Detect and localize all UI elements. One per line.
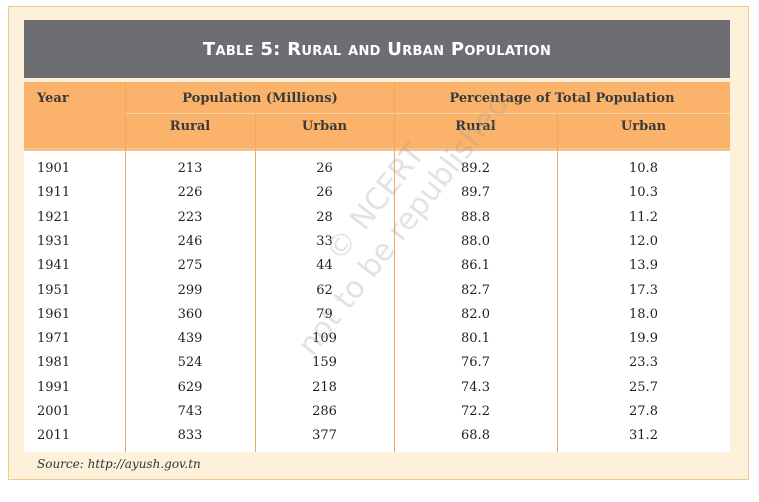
cell-pct-urban: 13.9 (629, 258, 658, 274)
header-divider (125, 113, 730, 114)
cell-pct-urban: 23.3 (629, 355, 658, 371)
column-divider (557, 113, 558, 452)
cell-pct-urban: 19.9 (629, 331, 658, 347)
cell-pop-rural: 439 (177, 331, 203, 347)
cell-year: 2001 (37, 404, 71, 419)
cell-pct-rural: 82.0 (461, 306, 490, 322)
cell-pct-urban: 18.0 (629, 306, 658, 322)
cell-pop-urban: 62 (316, 282, 333, 298)
cell-pop-rural: 743 (177, 404, 203, 419)
cell-year: 1901 (37, 161, 71, 176)
cell-pop-rural: 223 (177, 209, 203, 225)
cell-pop-rural: 299 (177, 282, 203, 298)
header-pop-rural: Rural (169, 119, 211, 134)
cell-pop-rural: 275 (177, 258, 203, 274)
cell-year: 1931 (37, 233, 71, 249)
cell-pop-rural: 360 (177, 306, 203, 322)
cell-pct-rural: 88.0 (461, 233, 490, 249)
cell-pct-rural: 72.2 (461, 404, 490, 419)
cell-pop-urban: 44 (316, 258, 333, 274)
cell-pop-urban: 79 (316, 306, 333, 322)
cell-pop-urban: 377 (312, 428, 337, 444)
cell-pop-rural: 213 (177, 161, 203, 176)
cell-pct-rural: 82.7 (461, 282, 490, 298)
cell-year: 1941 (37, 258, 71, 274)
cell-pct-rural: 89.7 (461, 185, 490, 201)
cell-year: 1971 (37, 331, 71, 347)
population-table: Year Population (Millions) Percentage of… (24, 82, 730, 452)
cell-pop-urban: 33 (316, 233, 333, 249)
cell-pop-urban: 26 (316, 161, 333, 176)
cell-pct-urban: 12.0 (629, 233, 658, 249)
header-pct-rural: Rural (455, 119, 496, 134)
cell-year: 1951 (37, 282, 71, 298)
cell-pop-urban: 109 (312, 331, 337, 347)
cell-pct-rural: 88.8 (461, 209, 490, 225)
column-divider (255, 113, 256, 452)
header-year: Year (37, 91, 69, 106)
cell-pct-urban: 11.2 (629, 209, 658, 225)
cell-pct-urban: 10.3 (629, 185, 658, 201)
cell-pop-rural: 524 (177, 355, 203, 371)
cell-pct-rural: 86.1 (461, 258, 490, 274)
cell-pct-urban: 10.8 (629, 161, 658, 176)
table-header: Year Population (Millions) Percentage of… (24, 82, 730, 148)
cell-year: 1961 (37, 306, 71, 322)
cell-pop-rural: 246 (177, 233, 203, 249)
cell-pop-urban: 28 (316, 209, 333, 225)
header-bottom-rule (24, 148, 730, 151)
cell-pop-rural: 833 (177, 428, 203, 444)
column-divider (394, 82, 395, 452)
cell-pct-urban: 31.2 (629, 428, 658, 444)
header-pop-urban: Urban (301, 119, 348, 134)
cell-year: 1991 (37, 379, 71, 395)
cell-pct-rural: 68.8 (461, 428, 490, 444)
cell-pct-rural: 76.7 (461, 355, 490, 371)
cell-pop-urban: 159 (312, 355, 337, 371)
cell-year: 2011 (37, 428, 71, 444)
cell-year: 1981 (37, 355, 71, 371)
table-source: Source: http://ayush.gov.tn (37, 457, 201, 471)
cell-pct-rural: 74.3 (461, 379, 490, 395)
cell-year: 1911 (37, 185, 71, 201)
cell-year: 1921 (37, 209, 71, 225)
cell-pop-rural: 226 (177, 185, 203, 201)
cell-pop-urban: 26 (316, 185, 333, 201)
cell-pct-rural: 89.2 (461, 161, 490, 176)
cell-pct-rural: 80.1 (461, 331, 490, 347)
column-divider (125, 82, 126, 452)
cell-pop-urban: 218 (312, 379, 337, 395)
cell-pct-urban: 25.7 (629, 379, 658, 395)
cell-pct-urban: 17.3 (629, 282, 658, 298)
header-population-group: Population (Millions) (182, 91, 338, 106)
header-percentage-group: Percentage of Total Population (449, 91, 675, 106)
header-pct-urban: Urban (620, 119, 667, 134)
cell-pop-rural: 629 (177, 379, 203, 395)
cell-pct-urban: 27.8 (629, 404, 658, 419)
cell-pop-urban: 286 (312, 404, 337, 419)
table-title: Table 5: Rural and Urban Population (24, 20, 730, 78)
